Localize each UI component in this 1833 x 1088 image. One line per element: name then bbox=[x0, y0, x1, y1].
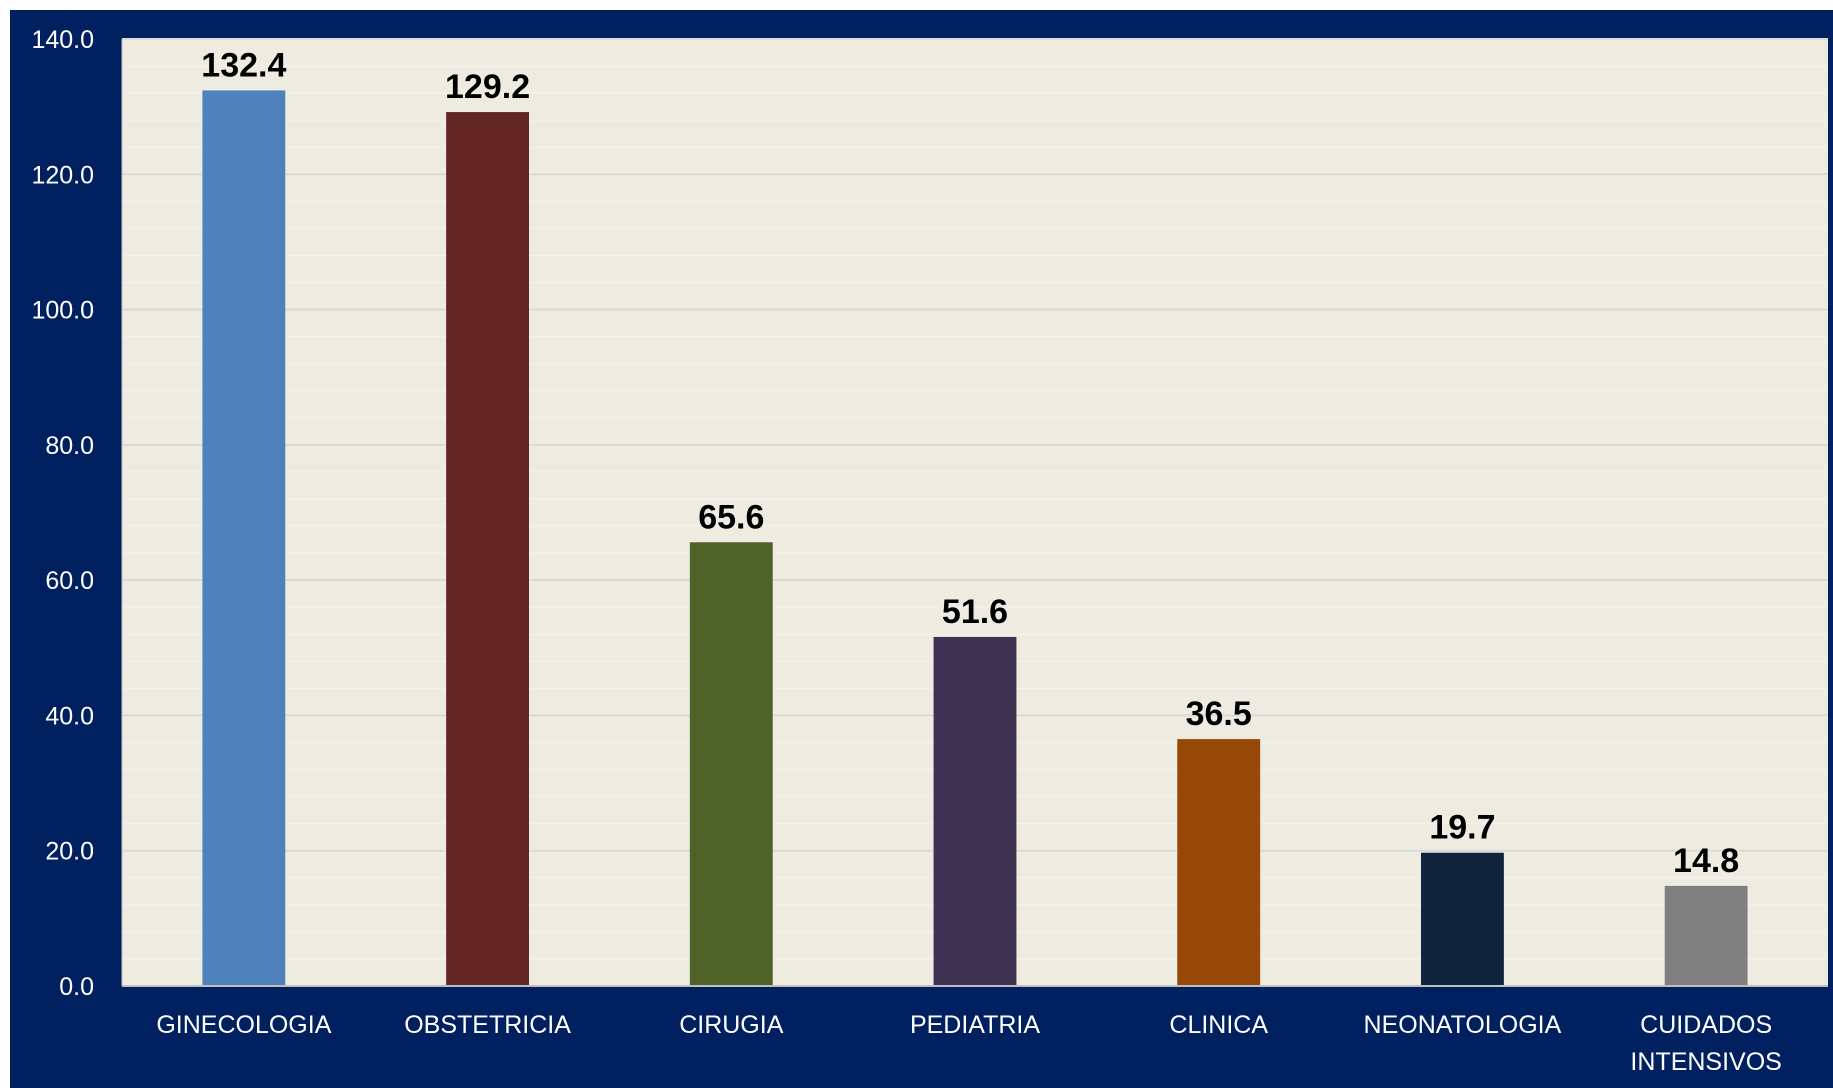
data-label: 19.7 bbox=[1429, 809, 1495, 847]
x-category-label: GINECOLOGIA bbox=[156, 1011, 331, 1039]
data-label: 36.5 bbox=[1186, 695, 1252, 733]
x-category-label: CIRUGIA bbox=[679, 1011, 784, 1039]
bar-obstetricia bbox=[446, 112, 530, 987]
x-category-label: CLINICA bbox=[1169, 1011, 1268, 1039]
bar-ginecologia bbox=[202, 90, 286, 986]
data-label: 132.4 bbox=[201, 46, 286, 84]
bar-neonatologia bbox=[1420, 852, 1504, 986]
x-category-label: CUIDADOS bbox=[1640, 1011, 1772, 1039]
bar-pediatria bbox=[933, 636, 1017, 986]
bar-clinica bbox=[1177, 739, 1261, 986]
data-label: 51.6 bbox=[942, 593, 1008, 631]
y-tick-label: 140.0 bbox=[31, 26, 94, 54]
y-tick-label: 40.0 bbox=[45, 702, 94, 730]
x-category-label: PEDIATRIA bbox=[910, 1011, 1040, 1039]
y-tick-label: 100.0 bbox=[31, 297, 94, 325]
data-label: 14.8 bbox=[1673, 842, 1739, 880]
data-label: 129.2 bbox=[445, 68, 530, 106]
x-category-label: OBSTETRICIA bbox=[404, 1011, 571, 1039]
y-tick-label: 120.0 bbox=[31, 161, 94, 189]
data-label: 65.6 bbox=[698, 498, 764, 536]
bar-cuidados-intensivos bbox=[1664, 885, 1748, 986]
x-category-label: NEONATOLOGIA bbox=[1364, 1011, 1562, 1039]
y-tick-label: 80.0 bbox=[45, 432, 94, 460]
x-category-label: INTENSIVOS bbox=[1630, 1048, 1781, 1076]
y-tick-label: 60.0 bbox=[45, 567, 94, 595]
bar-cirugia bbox=[689, 542, 773, 986]
y-tick-label: 0.0 bbox=[59, 973, 94, 1001]
y-tick-label: 20.0 bbox=[45, 838, 94, 866]
